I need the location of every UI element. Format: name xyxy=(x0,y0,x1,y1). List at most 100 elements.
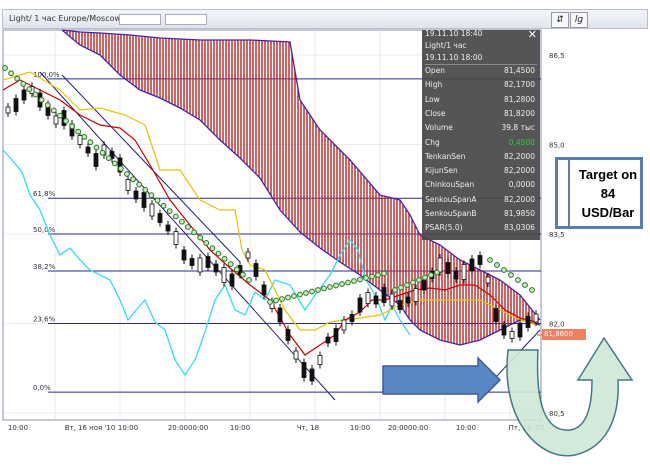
tenkan-sen-line xyxy=(2,79,538,356)
x-tick-label: 20:0000:00 xyxy=(168,424,208,432)
psar-dot xyxy=(434,269,440,276)
psar-dot xyxy=(351,278,357,284)
info-value: 82,1700 xyxy=(503,80,535,90)
info-key: KijunSen xyxy=(425,166,458,176)
candle-body xyxy=(349,314,355,322)
fib-level-label: 100,0% xyxy=(33,71,60,79)
psar-dot xyxy=(203,240,210,246)
candle-body xyxy=(309,368,315,382)
candle-body xyxy=(13,98,19,112)
candle-body xyxy=(189,258,195,266)
y-tick-label: 80,5 xyxy=(549,410,565,418)
candle-body xyxy=(221,267,227,283)
psar-dot xyxy=(227,261,234,268)
psar-dot xyxy=(297,291,303,298)
psar-dot xyxy=(63,118,69,124)
psar-dot xyxy=(309,288,315,295)
psar-dot xyxy=(508,272,514,278)
info-key: Volume xyxy=(425,123,453,133)
psar-dot xyxy=(273,297,279,304)
psar-dot xyxy=(75,128,82,135)
psar-dot xyxy=(327,284,333,290)
psar-dot xyxy=(357,276,363,283)
target-line-2: 84 xyxy=(600,186,616,201)
candle-body xyxy=(245,251,251,259)
timeframe-field[interactable] xyxy=(165,14,207,25)
psar-dot xyxy=(291,293,297,299)
psar-dot xyxy=(130,176,137,183)
current-price-tag: 81,8600 xyxy=(542,329,586,340)
psar-dot xyxy=(515,277,521,283)
candle-body xyxy=(181,249,187,261)
candle-body xyxy=(293,350,299,360)
y-tick-label: 86,5 xyxy=(549,52,565,60)
chinkou-span-line xyxy=(2,149,411,377)
psar-dot xyxy=(44,102,51,108)
candle-body xyxy=(61,110,67,126)
info-row: SenkouSpanB 81,9850 xyxy=(425,208,537,220)
info-key: SenkouSpanB xyxy=(425,209,477,218)
candle-body xyxy=(125,179,131,191)
psar-dot xyxy=(197,234,204,241)
psar-dot xyxy=(57,112,63,119)
info-key: Open xyxy=(425,66,446,75)
candle-body xyxy=(317,355,323,365)
log-scale-button[interactable]: lg xyxy=(570,12,588,28)
info-value: 82,2000 xyxy=(503,166,535,176)
psar-dot xyxy=(179,218,185,225)
psar-dot xyxy=(154,197,161,204)
psar-dot xyxy=(494,262,500,268)
candle-body xyxy=(509,331,515,339)
x-tick-label: 10:00 xyxy=(230,424,250,432)
y-tick-label: 85,0 xyxy=(549,142,565,150)
candle-body xyxy=(469,258,475,272)
fib-level-label: 0,0% xyxy=(33,384,51,392)
candle-body xyxy=(261,284,267,296)
x-tick-label: 20:0000:00 xyxy=(388,424,428,432)
psar-dot xyxy=(333,282,339,289)
info-value: 81,9850 xyxy=(503,209,535,218)
candle-body xyxy=(149,203,155,217)
candle-body xyxy=(397,300,403,310)
info-value: 0,0000 xyxy=(508,180,535,190)
candle-body xyxy=(53,115,59,125)
info-value: 81,8200 xyxy=(503,108,535,118)
x-tick-label: 10:00 xyxy=(350,424,370,432)
psar-dot xyxy=(50,107,57,114)
trend-line xyxy=(61,74,241,263)
info-instrument: Light/1 час xyxy=(425,41,467,50)
psar-dot xyxy=(321,285,327,292)
symbol-field[interactable] xyxy=(119,14,161,25)
candle-body xyxy=(141,192,147,208)
candle-body xyxy=(461,264,467,280)
psar-dot xyxy=(410,279,416,286)
candle-body xyxy=(165,224,171,232)
info-row: Open 81,4500 xyxy=(425,65,537,77)
psar-dot xyxy=(398,284,404,291)
psar-dot xyxy=(215,250,222,257)
y-tick-label: 82,0 xyxy=(549,321,565,329)
psar-dot xyxy=(69,123,75,130)
info-key: High xyxy=(425,80,443,90)
sort-arrows-icon[interactable]: ⇵ xyxy=(551,12,569,28)
candle-body xyxy=(501,324,507,336)
candle-body xyxy=(381,287,387,303)
info-row: High 82,1700 xyxy=(425,79,537,91)
info-value: 83,0306 xyxy=(503,223,535,233)
candle-body xyxy=(357,297,363,313)
psar-dot xyxy=(303,290,309,296)
psar-dot xyxy=(14,75,21,82)
info-key: TenkanSen xyxy=(425,151,466,161)
close-icon[interactable]: ✕ xyxy=(527,28,537,41)
candle-body xyxy=(77,135,83,145)
candle-body xyxy=(333,328,339,342)
psar-dot xyxy=(81,134,88,140)
candle-body xyxy=(109,151,115,159)
psar-dot xyxy=(87,139,94,146)
psar-dot xyxy=(185,224,191,230)
candle-body xyxy=(525,316,531,328)
fib-level-label: 50,0% xyxy=(33,226,56,234)
target-line-1: Target on xyxy=(578,167,638,182)
candle-body xyxy=(229,273,235,287)
